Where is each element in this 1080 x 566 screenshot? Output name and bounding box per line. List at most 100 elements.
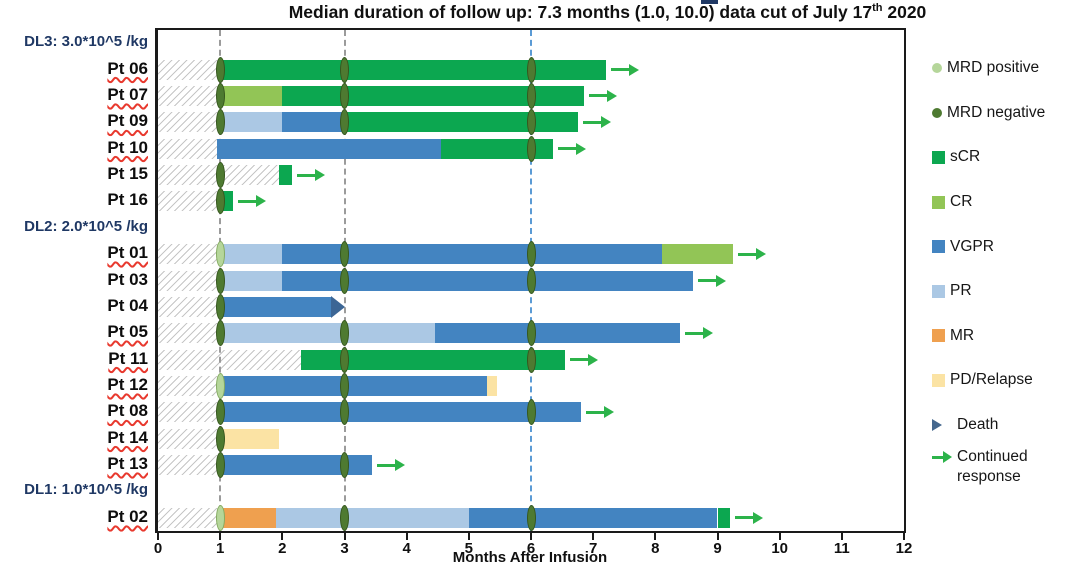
bar-segment-pr-pt-05	[220, 323, 435, 344]
bar-segment-scr-pt-11	[300, 349, 566, 370]
pretreatment-hatch-pt-16	[158, 191, 221, 212]
x-tick-7	[592, 533, 595, 540]
mrd-positive-marker-pt-01-month-1	[215, 241, 225, 268]
pretreatment-hatch-pt-11	[158, 349, 301, 370]
continued-response-arrow-pt-06	[610, 62, 639, 78]
legend-item-pr: PR	[932, 269, 1080, 314]
legend-item-label: PR	[950, 282, 972, 300]
patient-label-pt-14: Pt 14	[107, 427, 148, 447]
bar-segment-vgpr-pt-10	[217, 138, 441, 159]
legend-item-label: PD/Relapse	[950, 371, 1033, 389]
arrow-head	[600, 116, 611, 129]
x-tick-9	[716, 533, 719, 540]
legend-item-mr: MR	[932, 314, 1080, 359]
legend-item-label: Death	[957, 416, 999, 434]
patient-label-pt-13: Pt 13	[107, 454, 148, 474]
pd-relapse-icon	[932, 373, 945, 387]
patient-label-pt-10: Pt 10	[107, 137, 148, 157]
pretreatment-hatch-pt-08	[158, 402, 221, 423]
bar-segment-scr-pt-15	[279, 165, 292, 186]
patient-label-pt-15: Pt 15	[107, 164, 148, 184]
continued-response-arrow-pt-10	[557, 141, 586, 157]
mrd-negative-marker-pt-06-month-3	[340, 56, 349, 83]
arrow-shaft	[588, 94, 608, 98]
pretreatment-hatch-pt-01	[158, 244, 221, 265]
patient-label-pt-09: Pt 09	[107, 111, 148, 131]
mrd-negative-marker-pt-05-month-3	[340, 320, 349, 347]
x-tick-1	[219, 533, 222, 540]
bar-segment-vgpr-pt-12	[220, 375, 488, 396]
arrow-shaft	[738, 252, 758, 256]
bar-segment-vgpr-pt-02	[468, 507, 718, 528]
legend-swatch-square	[932, 284, 945, 298]
mrd-negative-marker-pt-08-month-3	[340, 399, 349, 426]
arrow-shaft	[557, 147, 577, 151]
legend-item-death: Death	[932, 403, 1080, 448]
patient-label-pt-05: Pt 05	[107, 322, 148, 342]
pretreatment-hatch-pt-07	[158, 85, 221, 106]
mrd-negative-marker-pt-08-month-6	[526, 399, 536, 426]
bar-segment-vgpr-pt-03	[282, 270, 693, 291]
continued-response-arrow-pt-01	[738, 246, 767, 262]
mrd-negative-marker-pt-14-month-1	[215, 425, 225, 452]
bar-segment-vgpr-pt-13	[220, 455, 373, 476]
plot-area	[155, 28, 906, 533]
pretreatment-hatch-pt-09	[158, 112, 221, 133]
arrow-shaft	[697, 279, 717, 282]
bar-segment-pr-pt-01	[220, 244, 283, 265]
legend-item-label: CR	[950, 193, 973, 211]
continued-response-arrow-pt-02	[734, 510, 763, 526]
arrow-head	[756, 248, 767, 261]
mrd-negative-marker-pt-02-month-6	[526, 504, 536, 531]
legend-swatch-circle	[932, 63, 942, 74]
legend-item-mrd-positive: MRD positive	[932, 46, 1080, 91]
bar-segment-scr-pt-10	[440, 138, 553, 159]
arrow-head	[603, 406, 614, 419]
patient-label-pt-06: Pt 06	[107, 58, 148, 78]
patient-label-pt-12: Pt 12	[107, 374, 148, 394]
bar-segment-vgpr-pt-04	[220, 296, 331, 317]
arrow-head	[314, 169, 325, 182]
legend: MRD positive MRD negative sCR CR VGPR PR MR PD/…	[932, 46, 1080, 486]
mrd-negative-marker-pt-01-month-3	[340, 241, 349, 268]
x-tick-11	[840, 533, 843, 540]
bar-segment-scr-pt-02	[717, 507, 730, 528]
scr-icon	[932, 150, 945, 164]
arrow-head	[628, 63, 639, 76]
continued-response-arrow-pt-05	[685, 325, 714, 341]
arrow-head	[575, 142, 586, 155]
arrow-shaft	[585, 410, 605, 414]
patient-label-pt-08: Pt 08	[107, 401, 148, 421]
pretreatment-hatch-pt-12	[158, 375, 221, 396]
arrow-shaft	[932, 455, 944, 459]
mrd-negative-marker-pt-11-month-3	[340, 346, 349, 373]
arrow-shaft	[237, 199, 257, 203]
patient-label-pt-03: Pt 03	[107, 269, 148, 289]
mrd-negative-marker-pt-15-month-1	[215, 162, 225, 189]
x-tick-8	[654, 533, 657, 540]
legend-item-vgpr: VGPR	[932, 224, 1080, 269]
x-tick-5	[467, 533, 470, 540]
mrd-negative-marker-pt-09-month-3	[340, 109, 349, 136]
pretreatment-hatch-pt-04	[158, 296, 221, 317]
mrd-negative-marker-pt-03-month-3	[340, 267, 349, 294]
continued-response-arrow-pt-16	[237, 193, 266, 209]
legend-swatch-square	[932, 150, 945, 164]
arrow-head	[606, 89, 617, 102]
arrow-shaft	[734, 516, 754, 520]
legend-swatch-square	[932, 373, 945, 387]
cr-icon	[932, 195, 945, 209]
pretreatment-hatch-pt-05	[158, 323, 221, 344]
arrow-shaft	[582, 120, 602, 124]
mrd-negative-marker-pt-02-month-3	[340, 504, 349, 531]
patient-label-pt-02: Pt 02	[107, 506, 148, 526]
x-tick-10	[778, 533, 781, 540]
legend-swatch-triangle	[932, 419, 952, 432]
legend-swatch-circle	[932, 107, 942, 118]
bar-segment-scr-pt-06	[220, 59, 606, 80]
legend-swatch-arrow	[932, 451, 952, 464]
arrow-head	[588, 353, 599, 366]
pretreatment-hatch-pt-13	[158, 455, 221, 476]
bar-segment-vgpr-pt-01	[282, 244, 662, 265]
bar-segment-cr-pt-01	[661, 244, 734, 265]
